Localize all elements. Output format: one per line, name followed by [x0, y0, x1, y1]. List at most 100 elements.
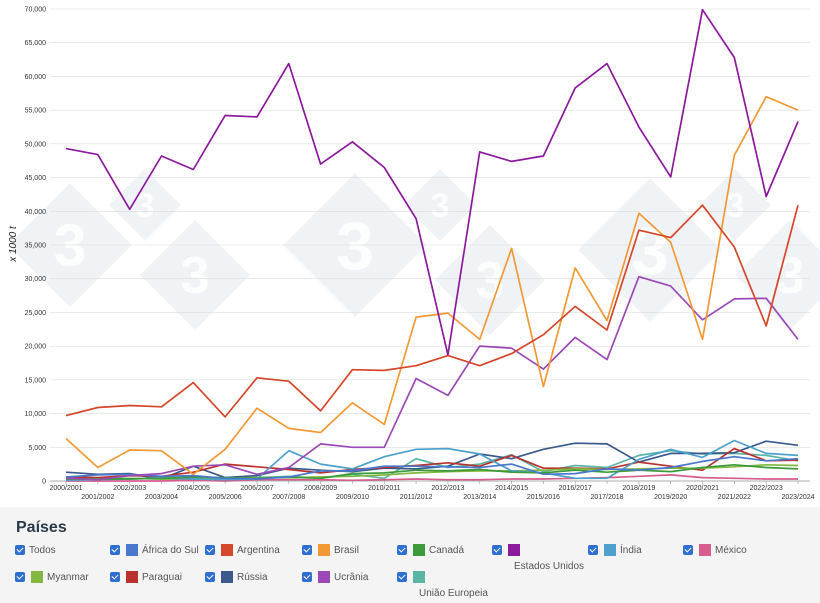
- legend-item[interactable]: Índia: [588, 544, 642, 557]
- watermark-text: 3: [776, 247, 805, 305]
- watermark-logos: 333 333 333: [8, 169, 820, 335]
- watermark-diamond: [435, 225, 545, 335]
- legend-item-label: Paraguai: [142, 572, 183, 583]
- checkbox-icon[interactable]: [588, 545, 598, 555]
- watermark-text: 3: [631, 213, 669, 289]
- y-tick-label: 60,000: [25, 74, 47, 81]
- legend-swatch: [699, 544, 711, 556]
- x-tick-label: 2010/2011: [368, 485, 401, 492]
- watermark-text: 3: [431, 187, 450, 225]
- legend-item[interactable]: México: [683, 544, 747, 557]
- y-tick-label: 55,000: [25, 108, 47, 115]
- legend-swatch: [221, 571, 233, 583]
- legend-swatch: [413, 571, 425, 583]
- watermark-text: 3: [181, 247, 210, 305]
- legend-item-label: Argentina: [237, 545, 280, 556]
- x-tick-label: 2013/2014: [463, 494, 496, 501]
- legend-item[interactable]: Myanmar: [15, 571, 89, 584]
- legend-title: Países: [16, 519, 67, 536]
- x-tick-label: 2018/2019: [622, 485, 655, 492]
- checkbox-icon[interactable]: [302, 572, 312, 582]
- checkbox-icon[interactable]: [397, 545, 407, 555]
- y-tick-label: 0: [42, 479, 46, 486]
- legend-item[interactable]: Argentina: [205, 544, 280, 557]
- x-tick-label: 2000/2001: [49, 485, 82, 492]
- checkbox-icon[interactable]: [15, 545, 25, 555]
- gridlines: [50, 8, 810, 482]
- x-tick-label: 2023/2024: [781, 494, 814, 501]
- checkbox-icon[interactable]: [302, 545, 312, 555]
- legend-panel: Países Todos África do Sul Argentina Brasi…: [0, 507, 820, 603]
- series-line: [66, 463, 799, 480]
- legend-item[interactable]: Estados Unidos: [492, 544, 584, 572]
- y-tick-label: 70,000: [25, 7, 47, 14]
- checkbox-icon[interactable]: [397, 572, 407, 582]
- legend-item-todos[interactable]: Todos: [15, 544, 56, 557]
- y-tick-label: 45,000: [25, 175, 47, 182]
- checkbox-icon[interactable]: [110, 545, 120, 555]
- legend-item[interactable]: Ucrânia: [302, 571, 368, 584]
- legend-swatch: [508, 544, 520, 556]
- x-tick-label: 2011/2012: [400, 494, 433, 501]
- legend-item[interactable]: Canadá: [397, 544, 464, 557]
- legend-item-label: Ucrânia: [334, 572, 369, 583]
- series-line: [65, 95, 799, 476]
- x-tick-label: 2006/2007: [240, 485, 273, 492]
- series-lines: [65, 8, 799, 482]
- series-line: [65, 8, 799, 356]
- legend-swatch: [31, 571, 43, 583]
- checkbox-icon[interactable]: [110, 572, 120, 582]
- series-line: [65, 455, 799, 480]
- y-tick-label: 65,000: [25, 40, 47, 47]
- x-tick-label: 2022/2023: [750, 485, 783, 492]
- series-line: [65, 439, 799, 482]
- line-chart: 333 333 333 0 5,000 10,000 15,000 20,000 25,000…: [8, 7, 820, 501]
- x-tick-label: 2020/2021: [686, 485, 719, 492]
- x-tick-label: 2003/2004: [145, 494, 178, 501]
- legend-item[interactable]: Paraguai: [110, 571, 182, 584]
- watermark-text: 3: [726, 187, 745, 225]
- legend-item[interactable]: Brasil: [302, 544, 359, 557]
- x-tick-label: 2017/2018: [590, 494, 623, 501]
- watermark-diamond: [140, 220, 250, 330]
- legend-item-label: México: [715, 545, 747, 556]
- checkbox-icon[interactable]: [205, 545, 215, 555]
- series-line: [66, 474, 798, 482]
- x-tick-label: 2005/2006: [209, 494, 242, 501]
- legend-item[interactable]: União Europeia: [397, 571, 488, 599]
- x-tick-label: 2021/2022: [718, 494, 751, 501]
- legend-item[interactable]: África do Sul: [110, 544, 199, 557]
- x-tick-label: 2007/2008: [272, 494, 305, 501]
- legend-swatch: [413, 544, 425, 556]
- y-tick-label: 25,000: [25, 310, 47, 317]
- x-tick-label: 2009/2010: [336, 494, 369, 501]
- checkbox-icon[interactable]: [15, 572, 25, 582]
- legend-item-label: Rússia: [237, 572, 268, 583]
- checkbox-icon[interactable]: [492, 545, 502, 555]
- series-line: [65, 275, 799, 481]
- y-tick-label: 15,000: [25, 377, 47, 384]
- x-tick-label: 2012/2013: [431, 485, 464, 492]
- y-tick-label: 30,000: [25, 276, 47, 283]
- x-tick-label: 2016/2017: [559, 485, 592, 492]
- checkbox-icon[interactable]: [205, 572, 215, 582]
- legend-swatch: [221, 544, 233, 556]
- legend-item-label: Brasil: [334, 545, 360, 556]
- legend-swatch: [126, 544, 138, 556]
- watermark-diamond: [578, 178, 722, 322]
- watermark-text: 3: [54, 212, 87, 278]
- legend-swatch: [318, 571, 330, 583]
- y-tick-label: 5,000: [28, 445, 46, 452]
- legend-item-label: África do Sul: [142, 545, 199, 556]
- legend-item[interactable]: Rússia: [205, 571, 268, 584]
- x-tick-label: 2004/2005: [177, 485, 210, 492]
- y-tick-label: 35,000: [25, 243, 47, 250]
- watermark-diamond: [109, 169, 181, 241]
- x-tick-label: 2002/2003: [113, 485, 146, 492]
- legend-swatch: [126, 571, 138, 583]
- x-tick-label: 2001/2002: [81, 494, 114, 501]
- checkbox-icon[interactable]: [683, 545, 693, 555]
- series-line: [65, 204, 799, 418]
- legend-item-label: Índia: [620, 545, 642, 556]
- legend-item-label: Canadá: [429, 545, 465, 556]
